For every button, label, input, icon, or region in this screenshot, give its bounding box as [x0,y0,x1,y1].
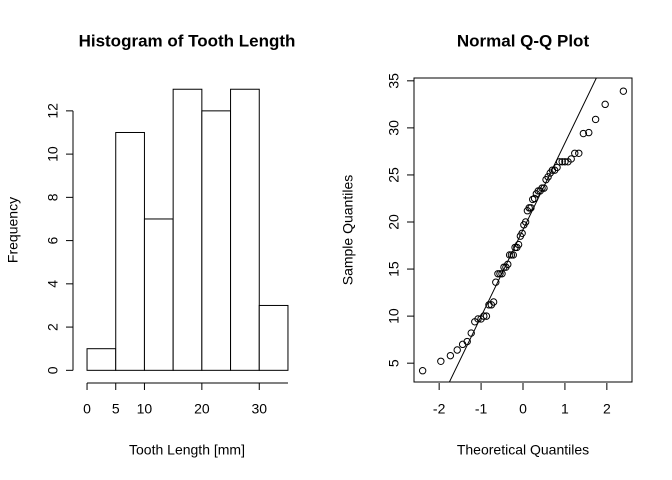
x-tick-label: 30 [251,401,267,417]
point [518,229,526,237]
y-tick-label: 20 [386,214,402,230]
point [492,278,500,286]
x-tick-label: 10 [137,401,153,417]
point [561,158,569,166]
point [480,312,488,320]
point [474,315,482,323]
y-tick-label: 25 [386,167,402,183]
x-tick-label: 1 [561,401,569,417]
point [437,357,445,365]
point [496,270,504,278]
point [482,312,491,320]
y-tick-label: 35 [386,73,402,89]
point [544,173,552,181]
point [514,240,523,249]
point [530,194,539,203]
point [509,251,517,259]
point [504,260,512,269]
point [498,270,506,278]
y-tick-label: 10 [45,146,61,162]
chart-title: Normal Q-Q Plot [457,31,590,50]
bar [86,348,117,371]
point [619,87,628,95]
bar [172,88,203,371]
x-axis-label: Tooth Length [mm] [129,442,245,458]
plot-box [413,77,633,383]
point [521,218,530,226]
point [463,337,471,346]
point [489,298,498,306]
bar [230,88,260,371]
point [567,155,575,163]
y-tick-label: 6 [45,236,61,244]
point [555,158,564,166]
y-tick-label: 15 [386,261,402,277]
point [467,329,475,337]
y-tick-label: 5 [386,359,402,367]
point [418,367,427,375]
x-tick-label: 20 [194,401,210,417]
x-tick-label: 2 [603,401,611,417]
point [446,351,455,360]
y-axis-label: Frequency [5,197,21,263]
x-tick-label: -2 [433,401,446,417]
x-tick-label: 0 [519,401,527,417]
point [591,115,600,124]
point [585,128,593,137]
y-tick-label: 12 [45,103,61,119]
x-tick-label: 0 [83,401,91,417]
point [601,100,609,109]
x-tick-label: 5 [112,401,120,417]
y-axis-label: Sample Quantiles [340,175,356,286]
point [527,204,535,212]
point [558,158,566,166]
bar [258,304,289,371]
x-tick-label: -1 [475,401,488,417]
y-tick-label: 2 [45,323,61,331]
bar [201,110,232,371]
bar [143,218,174,371]
y-tick-label: 10 [386,308,402,324]
y-tick-label: 0 [45,366,61,374]
y-tick-label: 4 [45,280,61,288]
y-tick-label: 30 [386,120,402,136]
point [538,184,546,192]
point [494,270,502,278]
point [540,184,548,192]
point [579,129,588,138]
x-axis-label: Theoretical Quantiles [457,442,589,458]
point [571,149,579,157]
point [453,346,461,354]
y-tick-label: 8 [45,193,61,201]
chart-title: Histogram of Tooth Length [79,31,296,50]
point [575,149,583,157]
bar [115,131,145,371]
